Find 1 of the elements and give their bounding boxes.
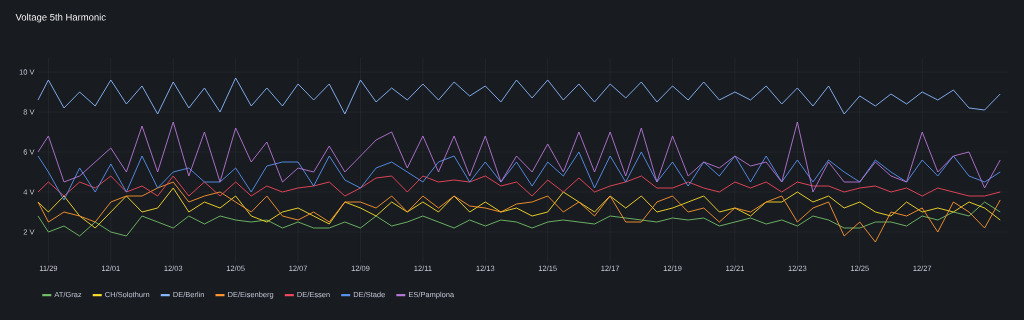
chart-title: Voltage 5th Harmonic xyxy=(15,13,106,23)
